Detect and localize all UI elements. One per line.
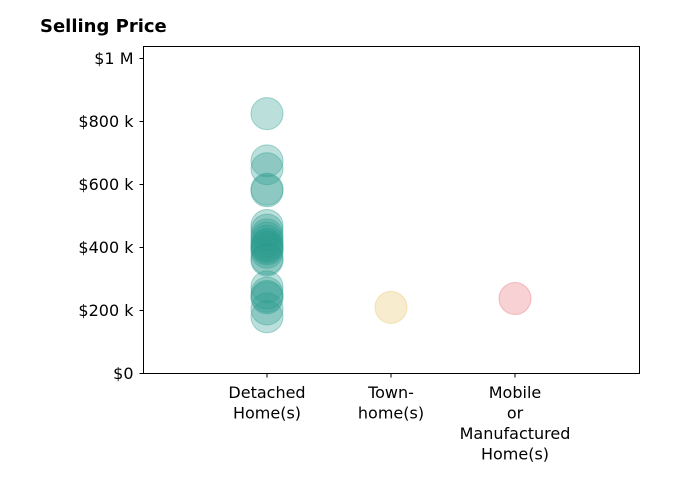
y-tick-label: $600 k	[78, 175, 134, 194]
x-tick-label: Mobile or Manufactured Home(s)	[460, 383, 571, 464]
y-tick-label: $0	[113, 364, 133, 383]
data-point	[250, 300, 284, 334]
data-point	[250, 281, 284, 315]
y-tick-label: $800 k	[78, 112, 134, 131]
y-axis: $0 $200 k $400 k $600 k $800 k $1 M	[78, 49, 144, 383]
data-point	[250, 279, 284, 313]
y-tick-label: $200 k	[78, 301, 134, 320]
data-point	[250, 242, 284, 276]
data-point	[250, 208, 284, 242]
data-point	[250, 97, 284, 131]
data-point	[250, 270, 284, 304]
data-point	[250, 224, 284, 258]
data-point	[250, 174, 284, 208]
x-tick-label: Detached Home(s)	[228, 383, 305, 423]
data-point	[250, 235, 284, 269]
data-point	[250, 213, 284, 247]
y-tick-label: $400 k	[78, 238, 134, 257]
data-point	[250, 232, 284, 266]
data-point	[250, 276, 284, 310]
y-tick-label: $1 M	[94, 49, 133, 68]
data-point	[250, 152, 284, 186]
plot-frame	[143, 46, 640, 374]
points-layer	[250, 97, 532, 334]
data-point	[250, 218, 284, 252]
x-tick-label: Town-home(s)	[358, 383, 424, 423]
data-point	[250, 292, 284, 326]
data-point	[250, 144, 284, 178]
chart-title: Selling Price	[40, 16, 167, 37]
data-point	[250, 229, 284, 263]
data-point	[250, 172, 284, 206]
data-point	[498, 282, 532, 316]
data-point	[250, 221, 284, 255]
data-point	[250, 227, 284, 261]
data-point	[374, 290, 408, 324]
data-point	[250, 231, 284, 264]
x-axis: Detached Home(s) Town-home(s) Mobile or Manuf…	[228, 373, 571, 464]
data-point	[250, 243, 284, 277]
